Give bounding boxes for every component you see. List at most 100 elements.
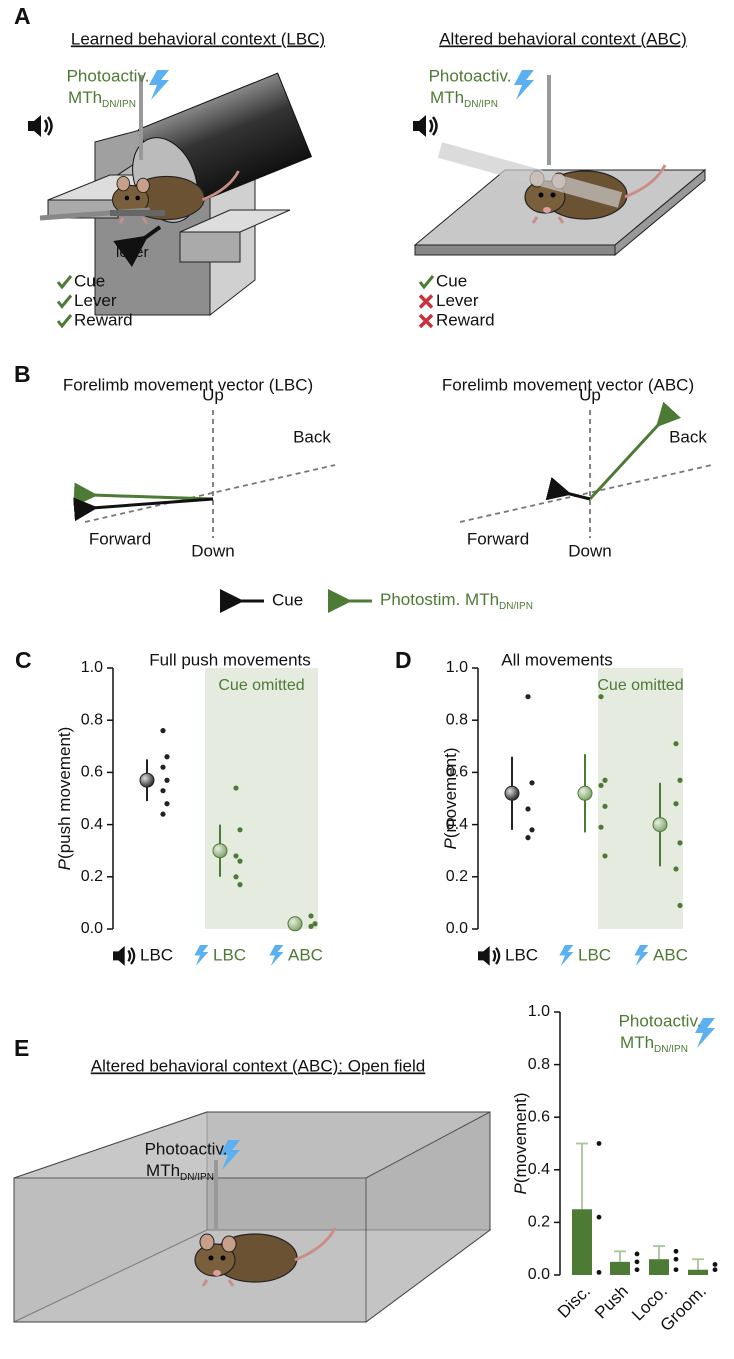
y-tick-label: 0.6 — [446, 764, 468, 781]
y-tick-label: 0.6 — [81, 764, 103, 781]
mth-label: MThDN/IPN — [620, 1033, 688, 1054]
bolt-icon — [269, 945, 284, 966]
abc-plate — [413, 75, 707, 257]
panel-letter: A — [14, 3, 31, 29]
data-point — [237, 882, 243, 888]
panel-letter: E — [14, 1035, 29, 1061]
speaker-icon — [26, 113, 53, 139]
data-point — [160, 788, 166, 794]
x-tick-label: Push — [591, 1282, 632, 1323]
y-tick-label: 0.8 — [528, 1056, 550, 1073]
axis-label: Down — [191, 541, 234, 560]
axis-label: Down — [568, 541, 611, 560]
data-point — [673, 801, 679, 807]
mth: MTh — [620, 1033, 654, 1052]
mean-marker — [139, 772, 155, 788]
data-point — [308, 923, 314, 929]
data-point — [602, 803, 608, 809]
x-tick-label: LBC — [213, 945, 246, 964]
data-point — [712, 1262, 718, 1267]
lever-label: lever — [116, 244, 149, 261]
photo-label: Photoactiv. — [429, 66, 512, 85]
check-mark — [56, 275, 73, 290]
check-mark — [56, 314, 73, 329]
data-point — [308, 913, 314, 919]
mth: MTh — [146, 1161, 180, 1180]
axis-label: Up — [202, 385, 224, 404]
legend-entry: Photostim. MThDN/IPN — [380, 590, 533, 611]
legend-entry: Cue — [272, 590, 303, 609]
y-label-italic: P — [511, 1183, 530, 1195]
axis-label: Forward — [89, 529, 151, 548]
data-point — [673, 1267, 679, 1273]
data-point — [596, 1214, 602, 1220]
check-label: Lever — [436, 291, 479, 310]
y-tick-label: 0.6 — [528, 1108, 550, 1125]
y-label-italic: P — [441, 838, 460, 850]
y-axis-label: P(movement) — [441, 747, 460, 849]
open-field — [13, 1111, 492, 1323]
photo-label: Photoactiv. — [67, 66, 150, 85]
data-point — [712, 1267, 718, 1273]
check-label: Lever — [74, 291, 117, 310]
vector-axes — [84, 410, 713, 538]
check-label: Cue — [74, 271, 105, 290]
x-tick-label: LBC — [505, 945, 538, 964]
data-point — [233, 874, 239, 880]
data-point — [634, 1267, 640, 1273]
panel-title: Forelimb movement vector (ABC) — [442, 375, 694, 394]
x-tick-label: LBC — [140, 945, 173, 964]
y-tick-label: 1.0 — [446, 659, 468, 676]
y-tick-label: 0.2 — [446, 868, 468, 885]
lbc-rig — [39, 72, 313, 317]
annotation: Cue omitted — [218, 677, 304, 694]
mth-label: MThDN/IPN — [68, 88, 136, 109]
data-point — [598, 824, 604, 830]
y-tick-label: 0.0 — [446, 920, 468, 937]
data-point — [160, 728, 166, 734]
data-point — [160, 811, 166, 817]
shaded-region — [598, 668, 683, 929]
mth-sub: DN/IPN — [102, 99, 136, 110]
mth-sub: DN/IPN — [180, 1172, 214, 1183]
y-label-text: (movement) — [441, 747, 460, 838]
vectors — [73, 401, 682, 613]
data-point — [598, 694, 604, 700]
y-tick-label: 1.0 — [528, 1003, 550, 1020]
mth-sub: DN/IPN — [654, 1044, 688, 1055]
cross-mark — [418, 294, 434, 309]
annotation: Cue omitted — [597, 677, 683, 694]
data-point — [677, 840, 683, 846]
y-tick-label: 0.0 — [81, 920, 103, 937]
speaker-icon — [111, 944, 136, 967]
mth-label: MThDN/IPN — [430, 88, 498, 109]
bolt-icon — [194, 945, 209, 966]
data-point — [602, 853, 608, 859]
photo-label: Photoactiv. — [619, 1011, 702, 1030]
mth-sub: DN/IPN — [464, 99, 498, 110]
y-tick-label: 0.8 — [446, 711, 468, 728]
data-point — [525, 806, 531, 812]
axis-label: Back — [293, 427, 331, 446]
panel-title: Altered behavioral context (ABC) — [439, 29, 687, 48]
y-tick-label: 0.4 — [528, 1161, 550, 1178]
data-point — [233, 853, 239, 859]
y-tick-label: 0.0 — [528, 1266, 550, 1283]
data-point — [596, 1141, 602, 1146]
data-point — [164, 754, 170, 760]
y-tick-label: 0.4 — [81, 816, 103, 833]
bar — [572, 1209, 592, 1275]
data-point — [602, 777, 608, 783]
mean-marker — [287, 916, 303, 932]
panel-letter: C — [15, 647, 32, 673]
photo-label: Photoactiv. — [145, 1139, 228, 1158]
x-tick-label: ABC — [653, 945, 688, 964]
data-point — [677, 902, 683, 909]
bar — [610, 1261, 630, 1275]
data-point — [529, 780, 535, 786]
mean-marker — [504, 785, 520, 801]
mth: MTh — [68, 88, 102, 107]
speaker-icon — [411, 113, 438, 139]
axis-label: Back — [669, 427, 707, 446]
check-mark — [418, 275, 435, 290]
